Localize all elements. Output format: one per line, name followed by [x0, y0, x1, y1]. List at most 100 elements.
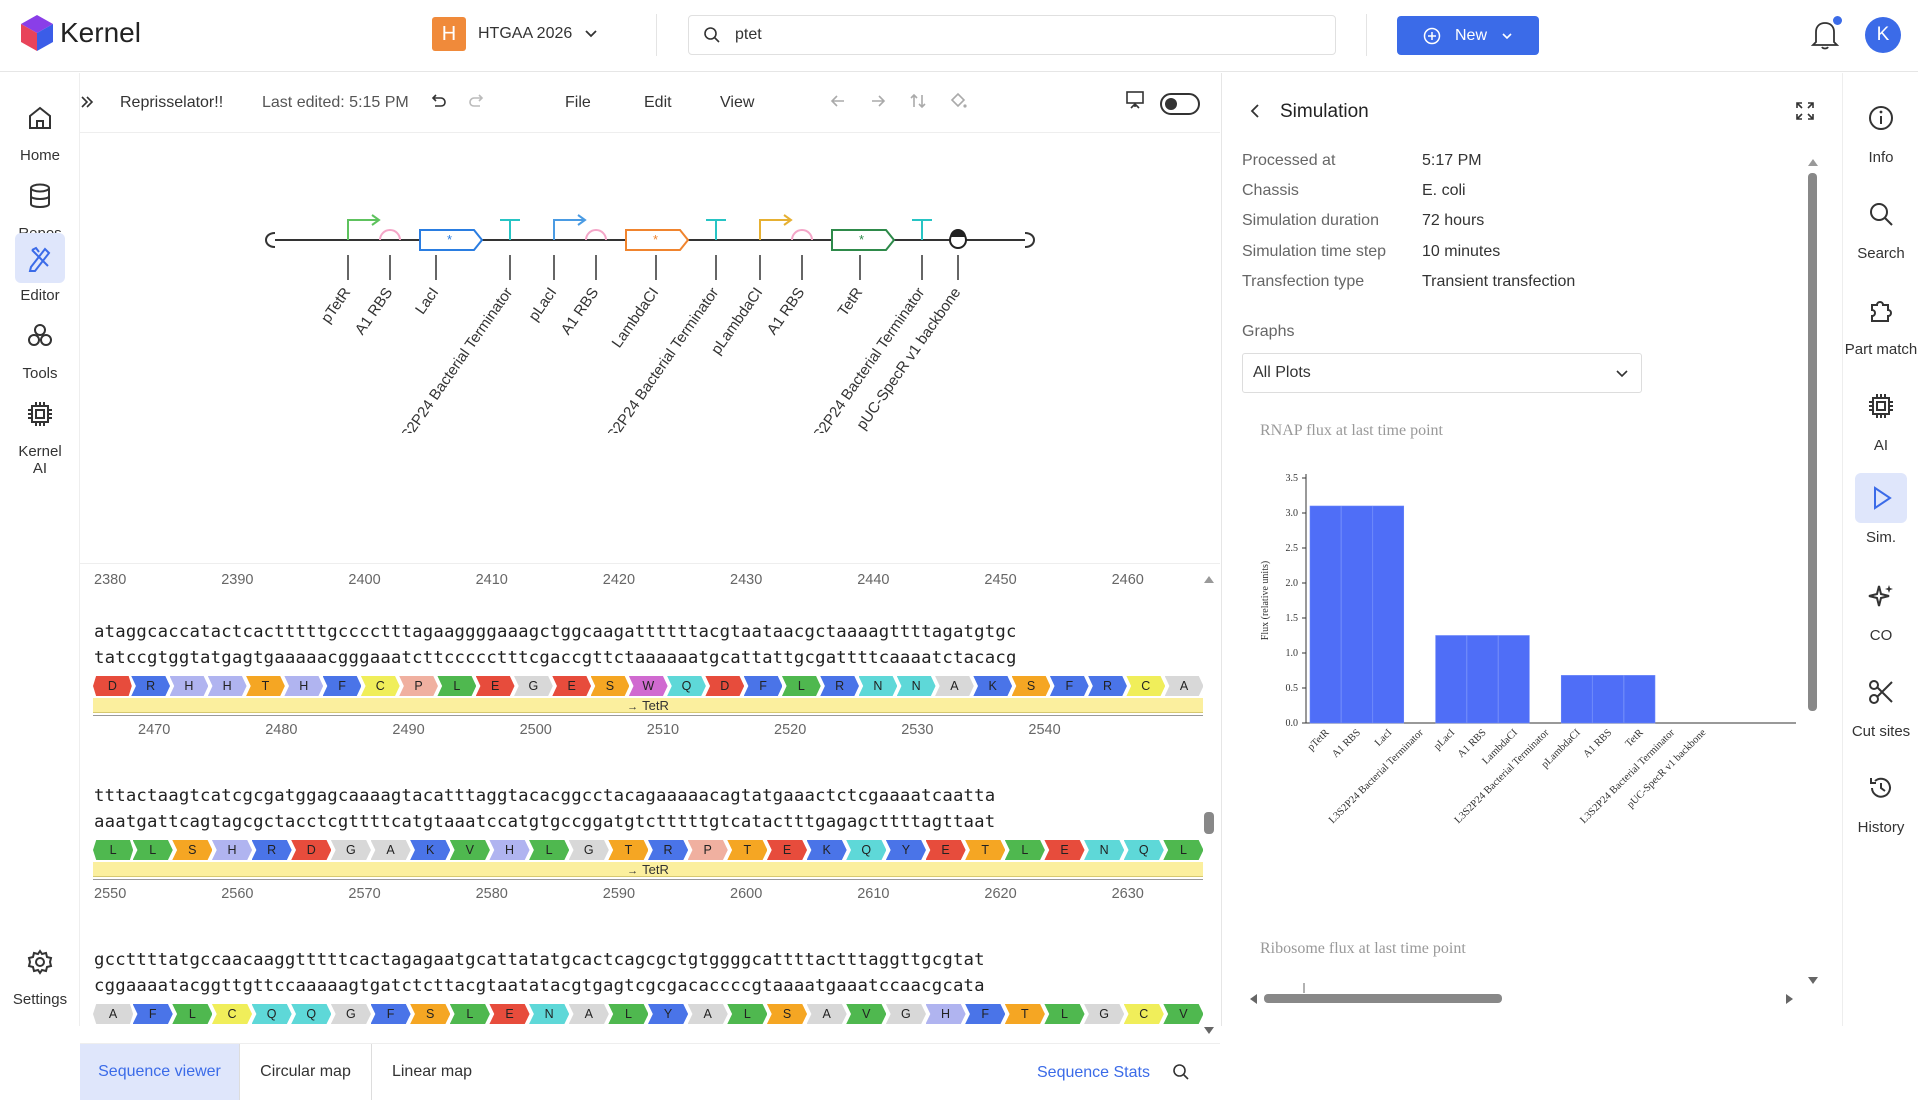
- amino-acid[interactable]: K: [410, 840, 451, 860]
- amino-acid[interactable]: A: [370, 840, 411, 860]
- scroll-down-icon[interactable]: [1203, 1026, 1215, 1036]
- amino-acid[interactable]: E: [925, 840, 966, 860]
- amino-acid[interactable]: D: [93, 676, 132, 696]
- amino-acid[interactable]: L: [781, 676, 821, 696]
- map-feature[interactable]: [759, 214, 793, 240]
- graph-select[interactable]: All Plots: [1242, 353, 1642, 393]
- amino-acid[interactable]: E: [766, 840, 808, 860]
- scroll-left-icon[interactable]: [1248, 993, 1258, 1005]
- map-feature[interactable]: [949, 229, 967, 249]
- project-switcher[interactable]: H HTGAA 2026: [432, 17, 598, 51]
- map-feature-label[interactable]: L3S2P24 Bacterial Terminator: [594, 285, 722, 458]
- sequence-top-strand[interactable]: tttactaagtcatcgcgatggagcaaaagtacatttaggt…: [94, 786, 996, 806]
- amino-acid[interactable]: H: [925, 1004, 966, 1024]
- amino-acid[interactable]: G: [568, 840, 609, 860]
- amino-acid[interactable]: G: [1084, 1004, 1125, 1024]
- back-chevron-icon[interactable]: [1248, 103, 1262, 119]
- amino-acid[interactable]: Q: [1123, 840, 1164, 860]
- avatar[interactable]: K: [1865, 17, 1901, 53]
- amino-acid[interactable]: E: [489, 1004, 530, 1024]
- amino-acid[interactable]: A: [568, 1004, 609, 1024]
- map-feature-label[interactable]: LacI: [412, 285, 442, 318]
- amino-acid[interactable]: L: [529, 840, 570, 860]
- amino-acid[interactable]: S: [1011, 676, 1051, 696]
- amino-acid[interactable]: C: [1123, 1004, 1164, 1024]
- scroll-right-icon[interactable]: [1785, 993, 1795, 1005]
- amino-acid[interactable]: T: [246, 676, 285, 696]
- tab-circular-map[interactable]: Circular map: [240, 1044, 372, 1100]
- map-feature-label[interactable]: A1 RBS: [558, 285, 603, 338]
- map-feature-label[interactable]: A1 RBS: [764, 285, 809, 338]
- amino-acid[interactable]: H: [207, 676, 247, 696]
- map-feature[interactable]: [706, 219, 726, 240]
- amino-acid[interactable]: A: [93, 1004, 134, 1024]
- redo-icon[interactable]: [467, 91, 487, 111]
- bar[interactable]: [1498, 635, 1530, 724]
- map-feature[interactable]: [791, 229, 813, 241]
- scrollbar-thumb[interactable]: [1204, 812, 1214, 834]
- map-feature[interactable]: [585, 229, 607, 241]
- amino-acid[interactable]: S: [766, 1004, 808, 1024]
- amino-acid[interactable]: F: [1049, 676, 1089, 696]
- amino-acid[interactable]: L: [727, 1004, 768, 1024]
- amino-acid[interactable]: Q: [667, 676, 706, 696]
- amino-acid[interactable]: L: [1163, 840, 1204, 860]
- amino-acid[interactable]: L: [1004, 840, 1045, 860]
- map-feature-label[interactable]: TetR: [835, 284, 867, 319]
- search-input[interactable]: ptet: [688, 15, 1336, 55]
- amino-acid[interactable]: H: [284, 676, 324, 696]
- nav-tools[interactable]: Tools: [0, 311, 80, 382]
- amino-acid[interactable]: F: [743, 676, 783, 696]
- amino-acid[interactable]: L: [1044, 1004, 1085, 1024]
- menu-edit[interactable]: Edit: [644, 94, 672, 111]
- amino-acid[interactable]: G: [330, 1004, 371, 1024]
- amino-acid[interactable]: L: [172, 1004, 213, 1024]
- amino-acid[interactable]: C: [1126, 676, 1166, 696]
- amino-acid[interactable]: V: [846, 1004, 887, 1024]
- amino-acid[interactable]: L: [93, 840, 134, 860]
- amino-acid[interactable]: Q: [846, 840, 887, 860]
- rnav-co[interactable]: CO: [1843, 571, 1918, 644]
- map-feature-label[interactable]: L3S2P24 Bacterial Terminator: [388, 285, 516, 458]
- sequence-top-strand[interactable]: gccttttatgccaacaaggtttttcactagagaatgcatt…: [94, 950, 985, 970]
- amino-acid[interactable]: C: [211, 1004, 253, 1024]
- map-feature-label[interactable]: pTetR: [318, 284, 354, 326]
- amino-acid[interactable]: K: [973, 676, 1013, 696]
- map-feature[interactable]: *: [625, 229, 690, 251]
- rnav-search[interactable]: Search: [1843, 189, 1918, 262]
- bar[interactable]: [1435, 635, 1467, 724]
- amino-acid[interactable]: S: [590, 676, 630, 696]
- amino-acid[interactable]: N: [858, 676, 898, 696]
- amino-acid[interactable]: K: [806, 840, 847, 860]
- amino-acid[interactable]: R: [1088, 676, 1127, 696]
- amino-acid[interactable]: L: [437, 676, 477, 696]
- amino-acid[interactable]: Y: [885, 840, 926, 860]
- amino-acid[interactable]: W: [628, 676, 668, 696]
- rnav-history[interactable]: History: [1843, 763, 1918, 836]
- amino-acid[interactable]: E: [1044, 840, 1085, 860]
- amino-acid[interactable]: P: [399, 676, 438, 696]
- amino-acid[interactable]: P: [687, 840, 728, 860]
- bar[interactable]: [1309, 505, 1342, 724]
- amino-acid[interactable]: A: [806, 1004, 847, 1024]
- swap-vertical-icon[interactable]: [908, 91, 928, 111]
- amino-acid[interactable]: V: [1163, 1004, 1204, 1024]
- sequence-stats-link[interactable]: Sequence Stats: [1037, 1064, 1150, 1081]
- feature-annotation[interactable]: → TetR: [93, 862, 1203, 877]
- scroll-down-icon[interactable]: [1807, 976, 1819, 986]
- amino-acid[interactable]: R: [648, 840, 689, 860]
- amino-acid[interactable]: T: [965, 840, 1006, 860]
- nav-settings[interactable]: Settings: [0, 937, 80, 1008]
- amino-acid[interactable]: N: [1084, 840, 1125, 860]
- amino-acid[interactable]: T: [727, 840, 768, 860]
- amino-acid[interactable]: F: [965, 1004, 1006, 1024]
- amino-acid[interactable]: G: [330, 840, 371, 860]
- amino-acid[interactable]: H: [489, 840, 530, 860]
- map-feature[interactable]: [912, 219, 932, 240]
- amino-acid[interactable]: G: [885, 1004, 926, 1024]
- paint-bucket-icon[interactable]: [948, 91, 968, 111]
- amino-acid[interactable]: E: [475, 676, 515, 696]
- amino-acid[interactable]: H: [169, 676, 209, 696]
- amino-acid[interactable]: Q: [251, 1004, 292, 1024]
- menu-file[interactable]: File: [565, 94, 591, 111]
